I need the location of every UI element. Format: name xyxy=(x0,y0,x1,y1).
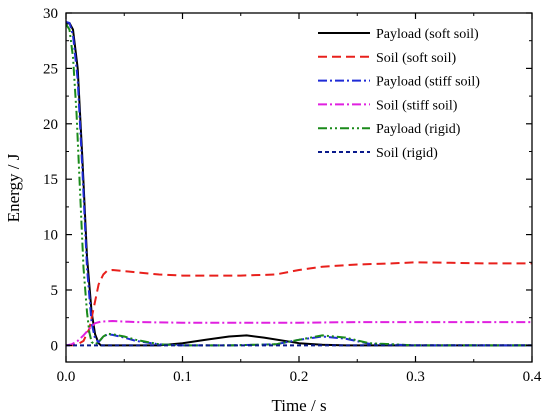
x-tick-label: 0.3 xyxy=(406,369,425,385)
x-tick-label: 0.0 xyxy=(57,369,76,385)
legend: Payload (soft soil) Soil (soft soil) Paylo… xyxy=(318,27,480,161)
legend-label-3: Payload (stiff soil) xyxy=(376,75,480,90)
x-tick-label: 0.2 xyxy=(290,369,309,385)
series-line-2 xyxy=(66,261,532,347)
y-tick-label: 10 xyxy=(43,228,58,244)
series-layer xyxy=(66,20,532,347)
x-tick-label: 0.4 xyxy=(523,369,542,385)
x-axis-title: Time / s xyxy=(271,396,326,415)
y-tick-label: 0 xyxy=(51,338,59,354)
y-tick-label: 25 xyxy=(43,61,58,77)
y-tick-label: 30 xyxy=(43,6,58,22)
legend-label-1: Payload (soft soil) xyxy=(376,27,479,42)
y-axis-title: Energy / J xyxy=(4,153,23,222)
legend-label-2: Soil (soft soil) xyxy=(376,51,456,66)
series-line-3 xyxy=(66,20,532,347)
y-tick-label: 5 xyxy=(51,283,59,299)
y-tick-label: 20 xyxy=(43,117,58,133)
x-tick-label: 0.1 xyxy=(173,369,192,385)
legend-label-6: Soil (rigid) xyxy=(376,146,438,161)
series-line-4 xyxy=(66,320,532,347)
series-line-1 xyxy=(66,22,532,347)
legend-label-5: Payload (rigid) xyxy=(376,122,461,137)
y-tick-label: 15 xyxy=(43,172,58,188)
legend-label-4: Soil (stiff soil) xyxy=(376,98,458,113)
plot-frame xyxy=(65,12,533,363)
series-line-5 xyxy=(66,23,532,347)
ticks-layer: 0.0 0.1 0.2 0.3 0.4 0 5 10 15 20 25 30 xyxy=(43,6,542,385)
